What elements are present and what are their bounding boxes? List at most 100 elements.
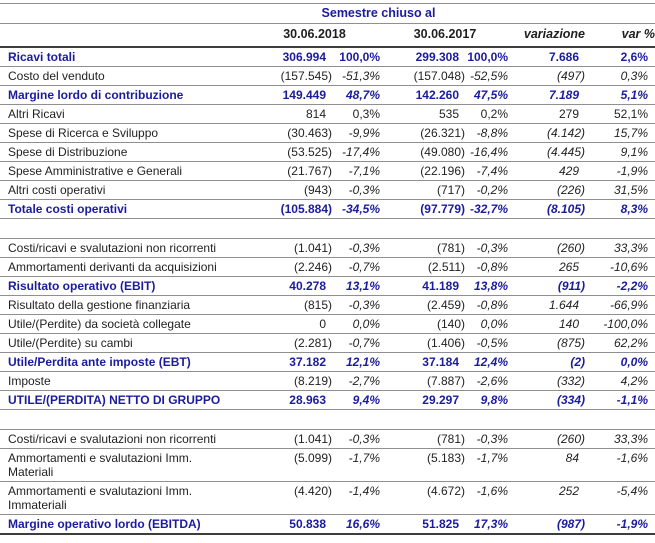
cell-variation: (4.142) [509, 123, 586, 143]
cell-2018-value: 37.182 [248, 352, 332, 372]
cell-2018-value: (53.525) [248, 142, 332, 162]
cell-2017-value: 142.260 [381, 85, 465, 105]
cell-variation-pct: 52,1% [585, 104, 655, 124]
cell-2018-pct: 13,1% [332, 276, 381, 296]
cell-2018-pct: -0,3% [332, 295, 381, 315]
column-header-variation-pct: var % [585, 23, 655, 48]
header-columns-row: 30.06.2018 30.06.2017 variazione var % [0, 23, 655, 48]
cell-2017-pct: 12,4% [465, 352, 510, 372]
cell-2017-value: 29.297 [381, 390, 465, 410]
table-row: Spese di Ricerca e Sviluppo (30.463) -9,9%… [0, 123, 655, 143]
cell-2018-pct: -51,3% [332, 66, 381, 86]
cell-2017-value: (49.080) [381, 142, 465, 162]
cell-2017-value: (1.406) [381, 333, 465, 353]
cell-variation: (226) [509, 180, 586, 200]
cell-2017-pct: -8,8% [465, 123, 510, 143]
cell-2017-pct: 0,0% [465, 314, 510, 334]
cell-variation: 265 [509, 257, 586, 277]
cell-2018-pct: -0,3% [332, 238, 381, 258]
table-row: Costo del venduto (157.545) -51,3% (157.048… [0, 66, 655, 86]
cell-variation: (4.445) [509, 142, 586, 162]
table-row: Totale costi operativi (105.884) -34,5% (97… [0, 199, 655, 219]
cell-2017-pct: -2,6% [465, 371, 510, 391]
header-empty-cell [509, 3, 655, 24]
row-label: Spese Amministrative e Generali [0, 161, 248, 181]
cell-2017-value: (22.196) [381, 161, 465, 181]
row-label: Costo del venduto [0, 66, 248, 86]
table-row: Costi/ricavi e svalutazioni non ricorren… [0, 429, 655, 449]
table-row: Risultato operativo (EBIT) 40.278 13,1% 41.… [0, 276, 655, 296]
cell-2017-value: (781) [381, 429, 465, 449]
cell-2018-value: 306.994 [248, 47, 332, 67]
row-label: Utile/Perdita ante imposte (EBT) [0, 352, 248, 372]
header-empty-cell [0, 23, 248, 48]
cell-2017-pct: 100,0% [465, 47, 510, 67]
cell-2018-value: 149.449 [248, 85, 332, 105]
row-label: Altri Ricavi [0, 104, 248, 124]
row-label: Ammortamenti derivanti da acquisizioni [0, 257, 248, 277]
spacer-row [0, 218, 655, 239]
column-header-2017: 30.06.2017 [381, 23, 510, 48]
cell-2018-value: (815) [248, 295, 332, 315]
cell-2017-value: (26.321) [381, 123, 465, 143]
cell-2017-value: (157.048) [381, 66, 465, 86]
table-row: Imposte (8.219) -2,7% (7.887) -2,6% (332) 4,2% [0, 371, 655, 391]
table-row: Ammortamenti e svalutazioni Imm. Immateri… [0, 481, 655, 515]
cell-2018-pct: -9,9% [332, 123, 381, 143]
cell-variation-pct: 5,1% [585, 85, 655, 105]
cell-variation-pct: -10,6% [585, 257, 655, 277]
cell-2017-pct: -0,3% [465, 429, 510, 449]
cell-2018-value: (2.246) [248, 257, 332, 277]
cell-2018-value: (943) [248, 180, 332, 200]
cell-variation-pct: -1,9% [585, 161, 655, 181]
period-title: Semestre chiuso al [248, 3, 510, 24]
cell-variation: (8.105) [509, 199, 586, 219]
table-row: Margine operativo lordo (EBITDA) 50.838 16… [0, 514, 655, 535]
cell-2017-pct: 17,3% [465, 514, 510, 535]
cell-variation: 84 [509, 448, 586, 482]
cell-2018-pct: -1,4% [332, 481, 381, 515]
income-statement-table: Semestre chiuso al 30.06.2018 30.06.2017… [0, 3, 655, 535]
cell-variation-pct: -1,1% [585, 390, 655, 410]
cell-variation: (2) [509, 352, 586, 372]
cell-variation-pct: 4,2% [585, 371, 655, 391]
cell-2017-pct: -0,8% [465, 257, 510, 277]
cell-2018-pct: -0,3% [332, 180, 381, 200]
cell-variation-pct: -5,4% [585, 481, 655, 515]
table-row: Risultato della gestione finanziaria (815… [0, 295, 655, 315]
table-row: Ammortamenti e svalutazioni Imm. Material… [0, 448, 655, 482]
cell-2018-value: (1.041) [248, 429, 332, 449]
cell-variation-pct: 33,3% [585, 238, 655, 258]
table-row: Utile/(Perdite) su cambi (2.281) -0,7% (1.4… [0, 333, 655, 353]
cell-variation: 279 [509, 104, 586, 124]
cell-2018-value: (8.219) [248, 371, 332, 391]
cell-2017-value: 535 [381, 104, 465, 124]
cell-variation: 7.189 [509, 85, 586, 105]
header-title-row: Semestre chiuso al [0, 3, 655, 24]
row-label: Totale costi operativi [0, 199, 248, 219]
cell-variation-pct: 15,7% [585, 123, 655, 143]
spacer-cell [0, 409, 655, 430]
cell-variation: 429 [509, 161, 586, 181]
cell-2018-value: (157.545) [248, 66, 332, 86]
cell-2017-value: (781) [381, 238, 465, 258]
cell-2018-pct: -34,5% [332, 199, 381, 219]
row-label: Spese di Ricerca e Sviluppo [0, 123, 248, 143]
row-label: Margine lordo di contribuzione [0, 85, 248, 105]
row-label: Costi/ricavi e svalutazioni non ricorren… [0, 238, 248, 258]
table-row: Margine lordo di contribuzione 149.449 48,… [0, 85, 655, 105]
cell-variation-pct: 62,2% [585, 333, 655, 353]
cell-variation-pct: 0,0% [585, 352, 655, 372]
cell-2017-value: (140) [381, 314, 465, 334]
cell-2018-pct: -0,3% [332, 429, 381, 449]
cell-variation-pct: -100,0% [585, 314, 655, 334]
table-row: Spese di Distribuzione (53.525) -17,4% (49.… [0, 142, 655, 162]
cell-2017-value: 299.308 [381, 47, 465, 67]
cell-variation: (260) [509, 238, 586, 258]
cell-2018-value: 0 [248, 314, 332, 334]
cell-2018-pct: 100,0% [332, 47, 381, 67]
cell-2017-pct: 0,2% [465, 104, 510, 124]
cell-2017-value: 41.189 [381, 276, 465, 296]
row-label: Imposte [0, 371, 248, 391]
